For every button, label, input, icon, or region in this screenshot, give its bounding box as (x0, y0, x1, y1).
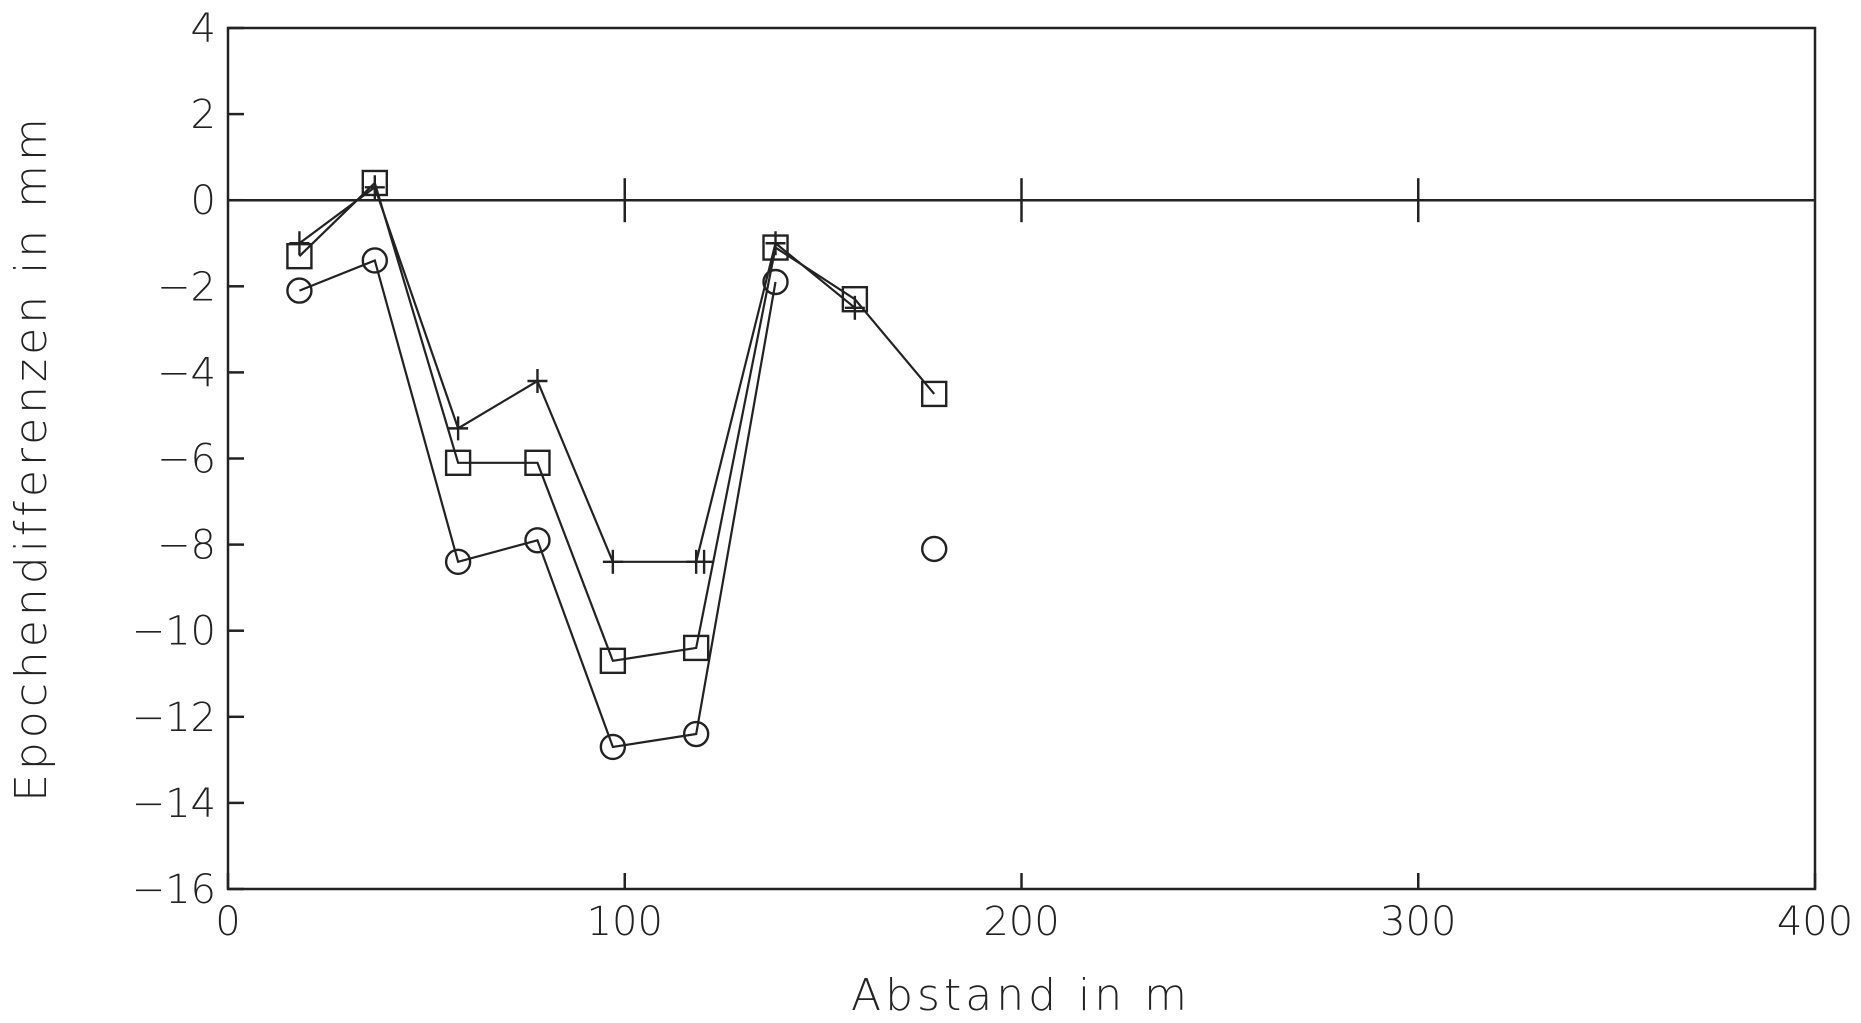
x-axis-title: Abstand in m (851, 970, 1191, 1021)
data-point-plus (602, 549, 623, 574)
data-point-square (841, 286, 869, 313)
data-point-square (444, 449, 472, 477)
x-tick-label: 300 (1380, 899, 1456, 945)
y-tick-label: −8 (157, 523, 216, 569)
data-point-circle (921, 535, 948, 563)
data-point-square (599, 647, 627, 675)
x-tick-label: 400 (1777, 899, 1853, 945)
data-point-square (524, 449, 551, 477)
data-point-circle (524, 527, 551, 554)
series-square (286, 169, 948, 675)
plot-frame (226, 26, 1817, 891)
y-tick-label: −2 (157, 264, 216, 310)
data-point-square (286, 242, 313, 270)
data-point-circle (682, 720, 710, 748)
data-point-circle (599, 733, 627, 761)
series-circle (286, 247, 948, 761)
y-tick-label: 2 (191, 92, 216, 138)
x-tick-label: 0 (215, 899, 240, 945)
y-tick-label: −12 (132, 695, 216, 741)
y-tick-label: −16 (132, 867, 216, 913)
series-line-plus (298, 185, 705, 563)
data-point-square (762, 234, 789, 261)
y-tick-label: 4 (191, 6, 216, 52)
x-tick-label: 100 (587, 899, 663, 945)
y-axis-title: Epochendifferenzen in mm (6, 114, 57, 802)
zero-line (228, 178, 1815, 223)
data-point-plus (527, 369, 548, 394)
data-point-square (682, 634, 710, 662)
y-tick-label: −6 (157, 437, 216, 483)
data-point-circle (361, 247, 388, 274)
data-point-square (921, 380, 948, 408)
y-tick-label: −14 (132, 781, 216, 827)
data-point-plus (448, 416, 469, 441)
data-point-square (361, 169, 388, 197)
series-line-square (298, 180, 936, 663)
data-point-circle (444, 548, 472, 576)
axis-ticks (226, 26, 1817, 891)
data-point-plus (686, 549, 707, 574)
axis-tick-labels: 420−2−4−6−8−10−12−14−160 100 200 300 400 (132, 6, 1854, 945)
series-line-plus (695, 241, 856, 563)
data-point-circle (762, 268, 789, 296)
y-tick-label: 0 (191, 178, 216, 224)
x-tick-label: 200 (983, 899, 1059, 945)
data-point-circle (286, 277, 313, 304)
series-line-circle (299, 258, 777, 749)
y-tick-label: −4 (157, 350, 216, 396)
series-group (286, 169, 948, 761)
y-tick-label: −10 (132, 609, 216, 655)
